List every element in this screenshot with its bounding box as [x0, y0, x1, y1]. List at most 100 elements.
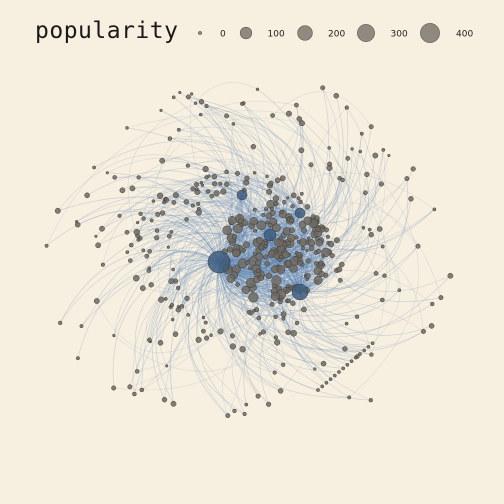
- edge: [274, 212, 344, 369]
- network-node: [337, 277, 343, 283]
- network-node: [323, 227, 329, 233]
- edge: [172, 194, 243, 335]
- network-node: [154, 228, 160, 233]
- network-node: [170, 400, 177, 407]
- edge: [299, 291, 424, 351]
- edge: [138, 230, 220, 263]
- network-node: [255, 259, 262, 266]
- legend-circle: [357, 24, 375, 42]
- network-node: [261, 212, 266, 217]
- edge: [218, 261, 319, 391]
- network-node: [297, 260, 303, 266]
- edge: [218, 261, 319, 295]
- network-node: [159, 157, 166, 164]
- network-node: [289, 217, 294, 223]
- network-node: [167, 136, 173, 141]
- edge: [299, 201, 324, 293]
- network-node: [172, 192, 179, 199]
- network-node: [151, 199, 156, 203]
- network-node: [74, 220, 79, 224]
- edge: [241, 194, 324, 266]
- network-node: [198, 99, 205, 105]
- network-node: [184, 295, 190, 302]
- network-node: [198, 112, 203, 117]
- edge: [316, 248, 424, 332]
- edge: [230, 194, 284, 315]
- network-node: [268, 180, 274, 186]
- legend-circle: [198, 31, 202, 35]
- edge: [95, 190, 271, 237]
- network-node: [136, 237, 141, 242]
- network-node: [183, 199, 189, 205]
- edge: [203, 247, 241, 332]
- network-node: [296, 116, 303, 122]
- edge: [218, 261, 371, 401]
- network-node: [235, 170, 240, 176]
- network-node: [146, 267, 152, 273]
- edge: [46, 110, 289, 246]
- network-node: [264, 241, 269, 246]
- edge: [188, 96, 305, 293]
- network-node: [415, 243, 421, 249]
- network-node: [166, 245, 170, 249]
- edge: [218, 150, 303, 263]
- edge: [132, 261, 220, 395]
- edge: [241, 194, 301, 212]
- network-node: [256, 220, 267, 231]
- network-node: [344, 321, 349, 326]
- network-node: [296, 196, 301, 200]
- edge: [160, 234, 271, 300]
- network-node: [252, 252, 257, 257]
- edge: [156, 224, 301, 293]
- network-node: [315, 239, 323, 247]
- edge: [299, 164, 321, 214]
- network-node: [258, 332, 262, 336]
- network-node: [138, 211, 143, 216]
- legend-title: popularity: [35, 18, 179, 44]
- edge: [140, 213, 220, 263]
- network-node: [347, 395, 352, 400]
- network-node: [175, 285, 181, 291]
- edge: [156, 191, 243, 238]
- edge: [214, 176, 304, 293]
- network-node: [321, 254, 325, 258]
- edge: [165, 248, 240, 303]
- network-node: [358, 352, 362, 356]
- network-node: [218, 181, 223, 186]
- network-node: [274, 177, 281, 184]
- edge: [101, 211, 220, 263]
- network-node: [296, 239, 301, 244]
- edge: [131, 234, 220, 263]
- edge: [134, 286, 301, 395]
- network-node: [136, 175, 141, 180]
- network-node: [133, 274, 140, 282]
- network-node: [285, 329, 291, 336]
- network-node: [307, 239, 316, 247]
- network-node: [298, 199, 303, 205]
- edge: [291, 220, 313, 293]
- network-node: [404, 176, 410, 182]
- network-node: [125, 126, 129, 130]
- network-node: [278, 299, 283, 305]
- network-node: [161, 397, 168, 403]
- edge: [197, 185, 243, 205]
- edge: [155, 261, 220, 404]
- edge: [264, 220, 291, 292]
- network-node: [141, 216, 146, 221]
- network-node: [207, 174, 211, 178]
- network-node: [239, 346, 246, 353]
- edge: [257, 89, 326, 293]
- network-node: [263, 254, 269, 260]
- edge: [226, 260, 284, 315]
- network-node: [345, 156, 351, 161]
- network-node: [333, 237, 340, 244]
- network-node: [305, 248, 309, 253]
- network-node: [147, 249, 152, 254]
- network-node: [141, 248, 146, 253]
- network-node: [156, 192, 164, 199]
- network-node: [252, 171, 257, 175]
- edge: [218, 224, 303, 265]
- network-node: [95, 242, 101, 249]
- edge: [218, 261, 324, 364]
- network-node: [255, 393, 261, 399]
